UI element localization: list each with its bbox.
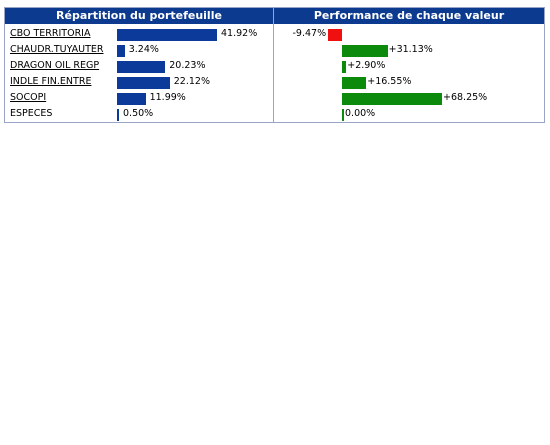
performance-row: +16.55% [274,74,546,90]
allocation-bar [117,77,170,89]
performance-value-label: +31.13% [388,44,433,55]
performance-value-label: +68.25% [443,92,488,103]
performance-row: +2.90% [274,58,546,74]
performance-positive-bar [342,61,347,73]
allocation-bar [117,45,125,57]
holding-name-link: ESPECES [10,108,53,119]
allocation-value-label: 20.23% [169,60,206,71]
performance-value-label: -9.47% [292,28,327,39]
allocation-value-label: 0.50% [123,108,154,119]
allocation-row: ESPECES 0.50% [5,106,275,122]
allocation-value-label: 22.12% [173,76,210,87]
allocation-row: INDLE FIN.ENTRE 22.12% [5,74,275,90]
allocation-bar [117,93,146,105]
allocation-header: Répartition du portefeuille [5,8,273,24]
allocation-value-label: 41.92% [221,28,258,39]
allocation-bar [117,61,166,73]
performance-positive-bar [342,77,367,89]
performance-row: 0.00% [274,106,546,122]
allocation-row: CHAUDR.TUYAUTER 3.24% [5,42,275,58]
performance-panel: Performance de chaque valeur -9.47% +31.1… [273,7,545,123]
allocation-row: DRAGON OIL REGP 20.23% [5,58,275,74]
allocation-value-label: 11.99% [149,92,186,103]
allocation-row: CBO TERRITORIA 41.92% [5,26,275,42]
performance-value-label: +2.90% [347,60,386,71]
performance-value-label: +16.55% [367,76,412,87]
performance-negative-bar [328,29,342,41]
allocation-row: SOCOPI 11.99% [5,90,275,106]
performance-row: +68.25% [274,90,546,106]
performance-header: Performance de chaque valeur [274,8,544,24]
allocation-bar [117,29,217,41]
holding-name-link[interactable]: INDLE FIN.ENTRE [10,76,92,87]
performance-value-label: 0.00% [345,108,376,119]
holding-name-link[interactable]: CBO TERRITORIA [10,28,91,39]
holding-name-link[interactable]: SOCOPI [10,92,47,103]
allocation-panel: Répartition du portefeuille CBO TERRITOR… [4,7,274,123]
performance-row: -9.47% [274,26,546,42]
performance-row: +31.13% [274,42,546,58]
performance-positive-bar [342,45,388,57]
performance-positive-bar [342,109,344,121]
allocation-bar [117,109,119,121]
performance-positive-bar [342,93,442,105]
allocation-value-label: 3.24% [128,44,159,55]
holding-name-link[interactable]: CHAUDR.TUYAUTER [10,44,104,55]
holding-name-link[interactable]: DRAGON OIL REGP [10,60,100,71]
